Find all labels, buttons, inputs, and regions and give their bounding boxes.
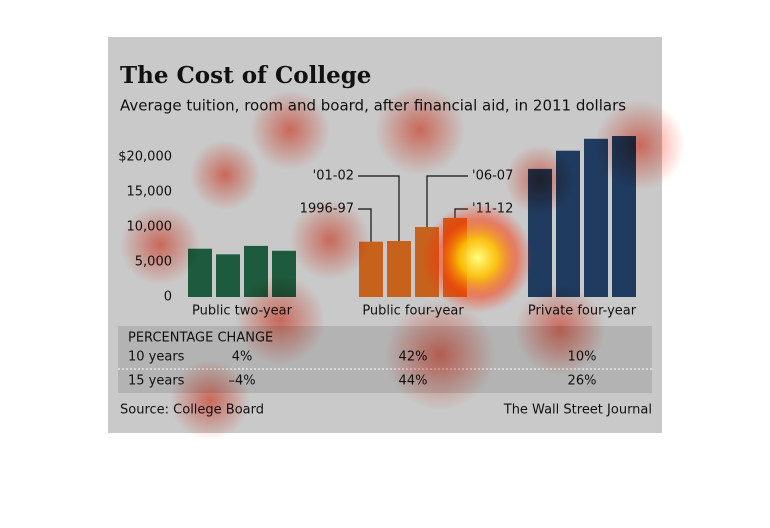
- chart-title: The Cost of College: [120, 62, 371, 89]
- heatmap-hotspot: [423, 203, 533, 313]
- y-tick-label: $20,000: [118, 150, 172, 165]
- callout-line: [426, 175, 468, 227]
- callout-line: [358, 208, 372, 242]
- table-cell: 26%: [568, 374, 597, 389]
- heatmap: [120, 85, 685, 440]
- table-title: PERCENTAGE CHANGE: [128, 331, 273, 346]
- credit: The Wall Street Journal: [503, 403, 652, 418]
- series-label: '06-07: [472, 169, 513, 184]
- bar: [216, 254, 240, 297]
- chart-subtitle: Average tuition, room and board, after f…: [120, 97, 626, 115]
- table-row-label: 15 years: [128, 374, 185, 389]
- y-tick-label: 15,000: [127, 185, 173, 200]
- bar: [387, 241, 411, 297]
- y-tick-label: 0: [164, 290, 172, 305]
- series-label: '01-02: [313, 169, 354, 184]
- table-cell: 4%: [232, 350, 253, 365]
- callout-line: [358, 175, 400, 241]
- table-row-label: 10 years: [128, 350, 185, 365]
